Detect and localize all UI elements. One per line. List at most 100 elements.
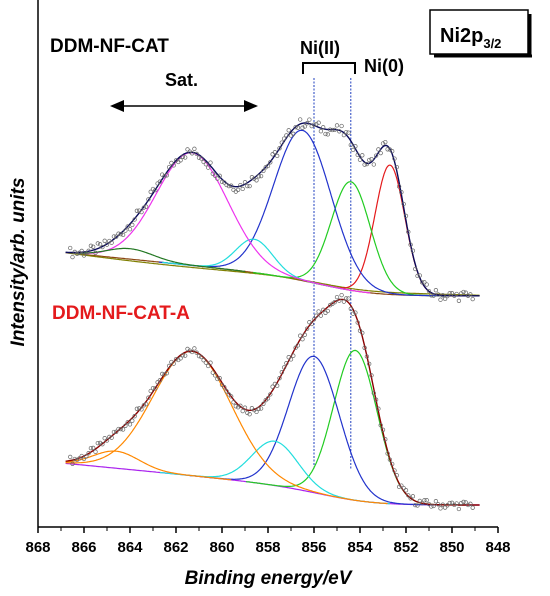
x-tick-label-848: 848 [485, 539, 510, 556]
data-point [238, 403, 243, 408]
x-tick-label-860: 860 [209, 539, 234, 556]
data-point [369, 373, 374, 378]
data-point [456, 298, 462, 303]
data-point [114, 234, 119, 239]
data-point [203, 162, 209, 167]
data-point [116, 426, 121, 432]
data-point [429, 293, 434, 298]
data-point [100, 244, 105, 250]
data-point [226, 183, 232, 189]
ni2-label: Ni(II) [300, 38, 340, 58]
data-point [93, 449, 98, 454]
data-point [293, 345, 298, 350]
data-point [240, 408, 245, 414]
x-axis-label: Binding energy/eV [185, 568, 353, 589]
data-point [268, 392, 273, 397]
data-point [93, 250, 98, 255]
data-point [258, 173, 264, 179]
data-point [217, 376, 222, 381]
data-point [360, 330, 365, 336]
data-point [130, 222, 135, 228]
data-point [396, 184, 402, 189]
data-point [189, 151, 195, 156]
svg-text:Ni2p3/2: Ni2p3/2 [440, 25, 501, 51]
data-point [212, 373, 218, 378]
panel-label-top: DDM-NF-CAT [50, 36, 169, 57]
data-point [348, 142, 353, 148]
data-point [125, 420, 130, 425]
peak-Ni0 [315, 164, 465, 297]
x-ticks: 868 866 864 862 860 858 856 854 852 850 848 [25, 527, 511, 556]
data-point [311, 122, 317, 127]
data-point [160, 371, 165, 377]
data-point [79, 248, 84, 254]
data-point [291, 131, 296, 136]
data-point [137, 406, 142, 411]
data-point [141, 205, 146, 210]
data-point [445, 503, 450, 508]
data-point [109, 435, 114, 440]
data-point [265, 163, 271, 169]
peak-NiII-b [158, 129, 447, 297]
data-point [86, 248, 91, 253]
peak-sat-3 [65, 247, 246, 272]
data-point [350, 147, 356, 153]
data-point [353, 144, 358, 149]
data-point [88, 445, 94, 451]
data-point [339, 292, 344, 298]
panel-0 [65, 117, 480, 303]
data-point [219, 382, 225, 388]
data-point [403, 488, 409, 493]
y-axis-label: Intensity/arb. units [8, 178, 29, 347]
data-point [180, 353, 186, 358]
data-point [284, 133, 289, 138]
data-point [109, 240, 114, 245]
data-point [272, 150, 278, 155]
data-point [123, 423, 128, 428]
data-point [459, 500, 464, 506]
data-point [392, 156, 397, 161]
data-point [318, 129, 324, 134]
data-point [353, 310, 358, 315]
data-point [470, 505, 475, 510]
data-point [442, 296, 448, 302]
data-point [417, 273, 422, 278]
data-point [410, 248, 416, 253]
data-point [456, 506, 462, 512]
data-point [424, 282, 429, 287]
data-point [399, 483, 404, 488]
x-tick-label-868: 868 [25, 539, 50, 556]
data-point [373, 397, 379, 402]
x-tick-label-866: 866 [71, 539, 96, 556]
data-point [242, 405, 248, 410]
data-point [419, 500, 425, 506]
data-point [118, 426, 123, 432]
data-point [199, 156, 204, 161]
peak-NiII-a [246, 349, 465, 506]
data-point [318, 313, 324, 318]
data-point [424, 498, 429, 503]
envelope-fit [65, 298, 480, 506]
data-point [275, 153, 280, 159]
satellite-annotation: Sat. [110, 70, 258, 112]
data-point [309, 321, 314, 327]
data-point [327, 127, 333, 132]
data-point [323, 131, 328, 137]
data-point [189, 349, 195, 355]
x-tick-label-852: 852 [393, 539, 418, 556]
data-point [337, 298, 342, 303]
data-point [120, 232, 126, 238]
data-point [192, 346, 197, 351]
data-point [321, 125, 326, 130]
data-point [413, 502, 418, 508]
data-point [120, 427, 126, 432]
data-point [367, 361, 372, 367]
data-point [132, 217, 137, 222]
data-point [70, 254, 75, 260]
data-point [465, 502, 471, 508]
data-point [373, 153, 379, 158]
data-point [247, 183, 252, 189]
data-point [249, 406, 255, 411]
data-point [461, 289, 466, 295]
